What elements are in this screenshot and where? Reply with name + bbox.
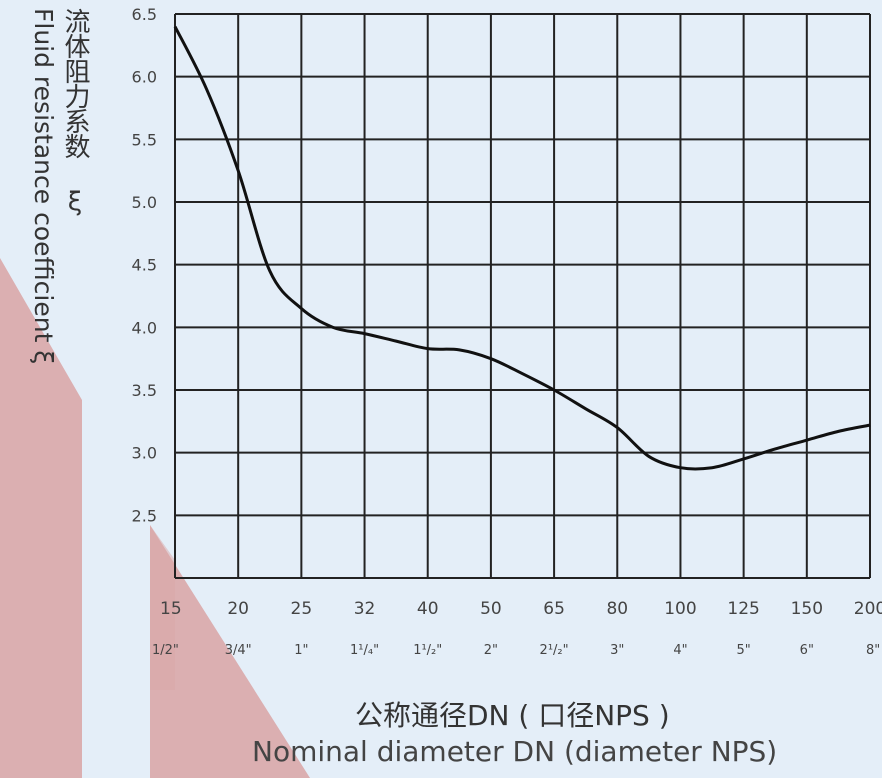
- decorative-band: [0, 258, 310, 778]
- x-tick-label-dn: 40: [417, 599, 439, 619]
- y-tick-label: 4.5: [132, 256, 157, 275]
- y-tick-label: 5.5: [132, 130, 157, 149]
- x-tick-label-nps: 3": [610, 643, 624, 658]
- y-tick-label: 4.0: [132, 318, 157, 337]
- y-axis-title-cn: 流体阻力系数 ξ: [60, 8, 90, 216]
- x-tick-label-nps: 1¹/₂": [413, 643, 442, 658]
- series-line: [173, 25, 871, 471]
- x-tick-label-nps: 5": [737, 643, 751, 658]
- y-tick-label: 5.0: [132, 193, 157, 212]
- chart-grid: [174, 13, 871, 579]
- x-tick-label-nps: 3/4": [225, 643, 252, 658]
- x-tick-label-dn: 150: [791, 599, 823, 619]
- x-tick-label-dn: 200: [854, 599, 882, 619]
- y-tick-label: 6.0: [132, 68, 157, 87]
- x-tick-label-nps: 8": [866, 643, 880, 658]
- x-tick-label-nps: 4": [673, 643, 687, 658]
- x-tick-label-nps: 1": [294, 643, 308, 658]
- x-tick-label-nps: 1¹/₄": [350, 643, 379, 658]
- x-tick-label-dn: 15: [160, 599, 182, 619]
- x-tick-label-nps: 2¹/₂": [540, 643, 569, 658]
- x-tick-label-dn: 80: [606, 599, 628, 619]
- x-tick-label-dn: 125: [727, 599, 759, 619]
- decorative-band-right: [150, 525, 310, 778]
- x-tick-labels-dn: 15 20 25 32 40 50 65 80 100 125 150 200: [160, 599, 882, 619]
- resistance-curve: [173, 25, 871, 471]
- x-tick-labels-nps: 1/2" 3/4" 1" 1¹/₄" 1¹/₂" 2" 2¹/₂" 3" 4" 5" 6" 8": [152, 643, 880, 658]
- x-axis-title-cn: 公称通径DN ( 口径NPS ): [355, 699, 670, 732]
- y-axis-title-en: Fluid resistance coefficient ξ: [29, 8, 58, 365]
- y-tick-label: 3.5: [132, 381, 157, 400]
- x-tick-label-dn: 50: [480, 599, 502, 619]
- x-tick-label-dn: 32: [354, 599, 376, 619]
- y-tick-labels: 6.5 6.0 5.5 5.0 4.5 4.0 3.5 3.0 2.5: [132, 5, 157, 525]
- x-axis-title-en: Nominal diameter DN (diameter NPS): [252, 735, 778, 768]
- y-tick-label: 3.0: [132, 444, 157, 463]
- x-tick-label-nps: 6": [800, 643, 814, 658]
- x-tick-label-dn: 100: [664, 599, 696, 619]
- x-tick-label-nps: 1/2": [152, 643, 179, 658]
- x-tick-label-dn: 65: [543, 599, 565, 619]
- x-tick-label-dn: 20: [227, 599, 249, 619]
- x-tick-label-dn: 25: [291, 599, 313, 619]
- y-tick-label: 6.5: [132, 5, 157, 24]
- decorative-band-left: [0, 258, 82, 778]
- decorative-band-mid: [150, 525, 175, 690]
- y-tick-label: 2.5: [132, 506, 157, 525]
- x-tick-label-nps: 2": [484, 643, 498, 658]
